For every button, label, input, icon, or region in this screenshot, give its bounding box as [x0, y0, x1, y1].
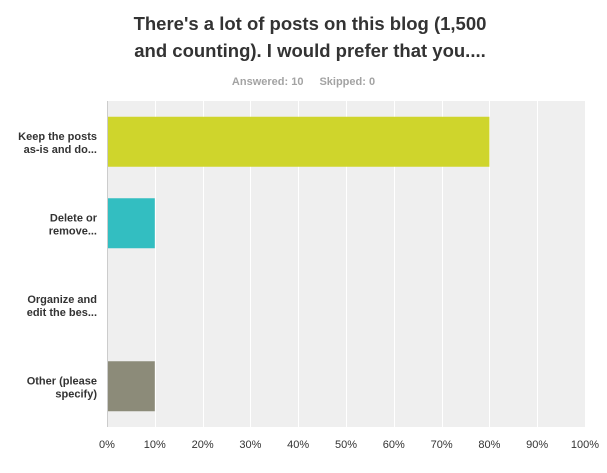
- x-tick-label: 90%: [526, 439, 548, 451]
- x-tick-label: 30%: [239, 439, 261, 451]
- answered-count: Answered: 10: [231, 76, 304, 88]
- x-tick-label: 50%: [335, 439, 357, 451]
- x-tick-label: 60%: [383, 439, 405, 451]
- category-label: Delete or remove...: [49, 212, 98, 237]
- x-tick-label: 40%: [287, 439, 309, 451]
- bar: [108, 116, 490, 167]
- x-tick-labels: 0% 10% 20% 30% 40% 50% 60% 70% 80% 90% 100%: [99, 439, 599, 451]
- x-tick-label: 20%: [192, 439, 214, 451]
- x-tick-label: 10%: [144, 439, 166, 451]
- chart-title-line-2: and counting). I would prefer that you..…: [134, 40, 486, 61]
- x-tick-label: 80%: [478, 439, 500, 451]
- category-label: Keep the posts as-is and do...: [18, 131, 97, 156]
- x-tick-label: 100%: [571, 439, 599, 451]
- x-tick-label: 70%: [431, 439, 453, 451]
- chart-title-line-1: There's a lot of posts on this blog (1,5…: [133, 13, 487, 34]
- bar: [108, 361, 155, 412]
- x-tick-label: 0%: [99, 439, 115, 451]
- category-label: Other (please specify): [27, 375, 98, 400]
- bars: [108, 116, 490, 412]
- chart-title: There's a lot of posts on this blog (1,5…: [60, 10, 560, 64]
- category-label: Organize and edit the bes...: [27, 294, 97, 319]
- bar: [108, 198, 155, 249]
- skipped-count: Skipped: 0: [319, 76, 376, 88]
- category-labels: Keep the posts as-is and do... Delete or re…: [18, 131, 98, 401]
- response-stats: Answered: 10 Skipped: 0: [0, 76, 607, 88]
